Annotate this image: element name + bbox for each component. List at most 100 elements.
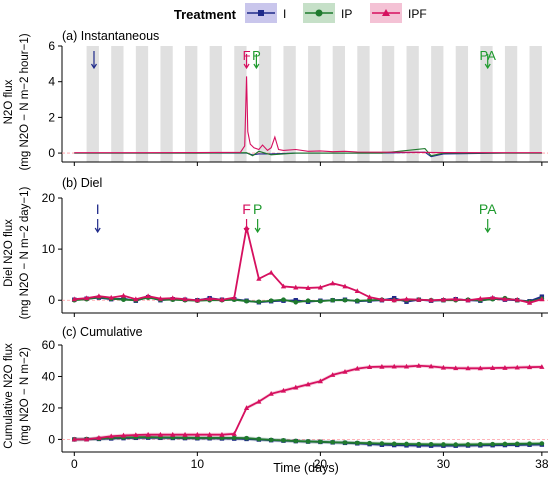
data-point-ipf bbox=[428, 297, 434, 303]
data-point-ipf bbox=[280, 387, 287, 393]
data-point-ipf bbox=[514, 364, 520, 370]
data-point-ip bbox=[244, 435, 249, 441]
background-band bbox=[135, 46, 149, 162]
background-band bbox=[357, 46, 370, 162]
y-tick-label: 20 bbox=[42, 401, 56, 415]
data-point-ipf bbox=[403, 363, 410, 369]
data-point-ipf bbox=[317, 378, 323, 384]
data-point-ip bbox=[244, 298, 249, 304]
data-point-ipf bbox=[256, 398, 262, 404]
arrow-head-icon bbox=[243, 63, 250, 70]
background-band bbox=[185, 46, 198, 162]
series-line-ipf bbox=[74, 76, 542, 154]
legend-item-i: I bbox=[245, 3, 286, 23]
data-point-ipf bbox=[219, 296, 225, 302]
data-point-ipf bbox=[256, 275, 262, 281]
background-band bbox=[111, 46, 124, 162]
background-band bbox=[381, 46, 395, 162]
data-point-ip bbox=[121, 297, 126, 303]
data-point-ipf bbox=[539, 364, 545, 369]
legend-item-ip: IP bbox=[303, 3, 352, 23]
y-axis-title-a-line2: (mg N2O − N m−2 hour−1) bbox=[19, 33, 31, 170]
legend-label-ip: IP bbox=[341, 7, 352, 21]
data-point-ip bbox=[342, 440, 348, 445]
x-tick-label: 10 bbox=[191, 457, 205, 471]
data-point-ipf bbox=[440, 296, 447, 302]
data-point-ip bbox=[256, 299, 262, 305]
background-band bbox=[234, 46, 247, 162]
y-tick-label: 60 bbox=[42, 338, 56, 352]
data-point-ipf bbox=[71, 296, 77, 302]
data-point-ipf bbox=[207, 295, 213, 301]
annotation-label: I bbox=[96, 201, 100, 217]
data-point-ipf bbox=[354, 365, 360, 371]
background-band bbox=[406, 46, 419, 162]
y-tick-label: 0 bbox=[48, 293, 55, 307]
y-axis-title-b: Diel N2O flux (mg N2O − N m−2 day−1) bbox=[3, 187, 31, 320]
background-band bbox=[431, 46, 444, 162]
data-point-ip bbox=[465, 442, 471, 447]
data-point-ip bbox=[478, 441, 483, 447]
data-point-ipf bbox=[526, 299, 533, 305]
data-point-ipf bbox=[145, 431, 151, 437]
data-point-ip bbox=[268, 298, 274, 304]
data-point-ipf bbox=[391, 297, 397, 303]
data-point-ipf bbox=[416, 362, 422, 368]
arrow-head-icon bbox=[94, 227, 101, 234]
panel-instantaneous: 0246FPPA bbox=[48, 39, 548, 166]
data-point-ip bbox=[453, 442, 459, 447]
annotation-label: P bbox=[253, 201, 262, 217]
data-point-ipf bbox=[108, 433, 114, 439]
data-point-ipf bbox=[231, 294, 237, 300]
legend-item-ipf: IPF bbox=[370, 3, 427, 23]
arrow-head-icon bbox=[484, 227, 491, 234]
background-band bbox=[160, 46, 173, 162]
data-point-ipf bbox=[379, 363, 385, 369]
y-tick-label: 20 bbox=[42, 191, 56, 205]
data-point-ipf bbox=[170, 431, 176, 437]
data-point-ip bbox=[354, 440, 360, 446]
background-band bbox=[209, 46, 222, 162]
y-tick-label: 40 bbox=[42, 369, 56, 383]
background-band bbox=[308, 46, 321, 162]
x-axis-title: Time (days) bbox=[273, 461, 339, 475]
data-point-ip bbox=[293, 438, 299, 444]
series-line-ipf bbox=[74, 227, 543, 304]
data-point-ip bbox=[281, 438, 286, 443]
data-point-ipf bbox=[84, 295, 90, 301]
data-point-ip bbox=[539, 441, 545, 446]
panel-label-b: (b) Diel bbox=[62, 176, 102, 190]
arrow-head-icon bbox=[254, 227, 261, 234]
data-point-ipf bbox=[268, 390, 274, 396]
data-point-ipf bbox=[477, 365, 483, 371]
background-band bbox=[86, 46, 99, 162]
data-point-ipf bbox=[84, 436, 90, 442]
data-point-ipf bbox=[502, 365, 508, 370]
legend-label-i: I bbox=[283, 7, 286, 21]
data-point-ipf bbox=[403, 296, 410, 302]
data-point-ipf bbox=[293, 384, 299, 390]
data-point-ip bbox=[305, 439, 311, 444]
background-band bbox=[529, 46, 542, 162]
data-point-ip bbox=[354, 298, 360, 304]
circle-marker-icon bbox=[315, 9, 323, 17]
data-point-ipf bbox=[416, 296, 422, 302]
y-tick-label: 10 bbox=[42, 242, 56, 256]
arrow-head-icon bbox=[253, 63, 260, 70]
data-point-ipf bbox=[330, 372, 336, 377]
data-point-ipf bbox=[268, 269, 274, 275]
background-band bbox=[480, 46, 493, 162]
data-point-ipf bbox=[243, 405, 250, 410]
data-point-ip bbox=[379, 441, 385, 446]
annotation-label: PA bbox=[479, 201, 497, 217]
data-point-ipf bbox=[96, 435, 102, 440]
data-point-ipf bbox=[305, 285, 311, 290]
y-axis-title-a-line1: N2O flux bbox=[3, 79, 15, 124]
data-point-ipf bbox=[170, 295, 176, 301]
x-tick-label: 20 bbox=[314, 457, 328, 471]
data-point-ip bbox=[441, 442, 446, 447]
y-tick-label: 0 bbox=[48, 146, 55, 160]
data-point-ipf bbox=[145, 293, 151, 299]
data-point-ipf bbox=[194, 297, 200, 303]
x-tick-label: 30 bbox=[437, 457, 451, 471]
